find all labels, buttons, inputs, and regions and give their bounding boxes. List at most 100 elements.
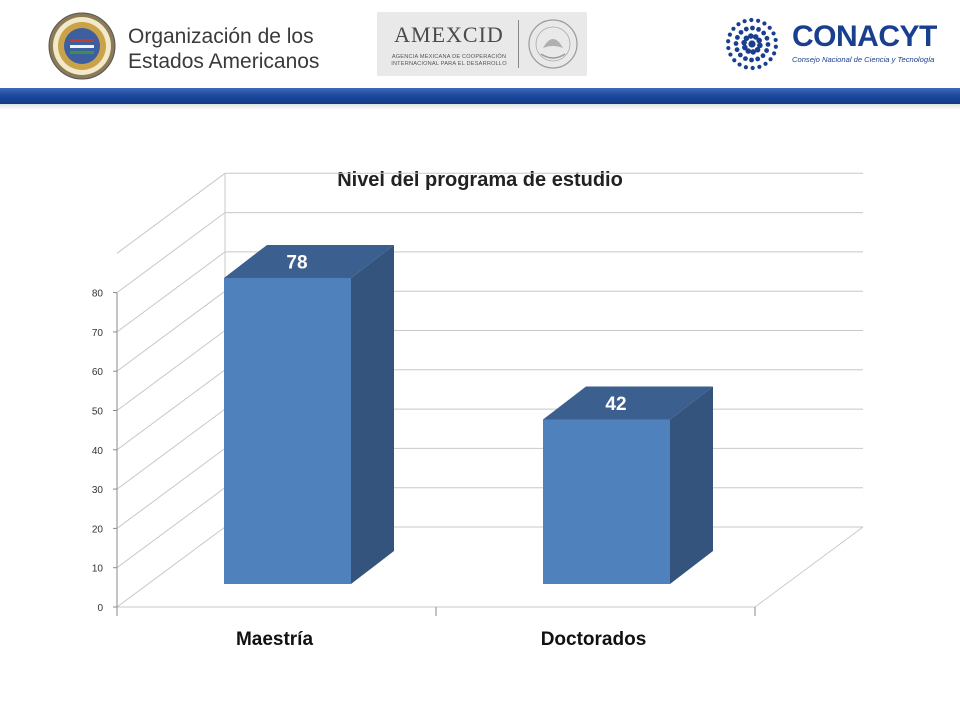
conacyt-dot xyxy=(726,45,731,51)
conacyt-dot xyxy=(771,31,776,36)
oea-logo-text: Organización de los Estados Americanos xyxy=(128,24,319,74)
conacyt-dot xyxy=(735,35,740,40)
conacyt-dot xyxy=(767,25,772,30)
grid-line-diagonal xyxy=(116,172,226,254)
grid-line-diagonal xyxy=(116,369,226,451)
conacyt-dot xyxy=(748,33,754,39)
bar-doctorados: 42 xyxy=(543,386,713,584)
conacyt-dot xyxy=(737,52,743,58)
amexcid-subtitle: AGENCIA MEXICANA DE COOPERACIÓN INTERNAC… xyxy=(381,54,517,68)
conacyt-dot xyxy=(727,32,733,37)
grid-line-diagonal xyxy=(116,212,226,294)
conacyt-dot xyxy=(768,57,773,62)
conacyt-dot xyxy=(736,22,741,27)
grid-line-diagonal xyxy=(116,330,226,411)
grid-line-diagonal xyxy=(116,447,226,529)
mexico-seal-icon xyxy=(528,19,578,69)
conacyt-dot xyxy=(743,35,750,42)
bar-value-label: 78 xyxy=(286,252,307,273)
amexcid-subtitle-line-2: INTERNACIONAL PARA EL DESARROLLO xyxy=(391,61,507,67)
header-band-shadow xyxy=(0,104,960,110)
floor-side-edge xyxy=(754,526,864,608)
x-category-label: Doctorados xyxy=(541,629,647,650)
header-bar: Organización de los Estados Americanos A… xyxy=(0,0,960,88)
x-axis-categories: Maestría Doctorados xyxy=(236,629,646,650)
y-tick-label: 10 xyxy=(92,564,104,575)
conacyt-dot xyxy=(773,44,778,49)
conacyt-dot xyxy=(738,29,744,35)
bar-chart: Nivel del programa de estudio 0 10 20 30 40 5… xyxy=(92,169,864,650)
conacyt-dot xyxy=(765,42,771,47)
conacyt-dot xyxy=(752,34,759,40)
y-tick-label: 80 xyxy=(92,289,104,300)
y-tick-label: 20 xyxy=(92,524,104,535)
y-tick-label: 60 xyxy=(92,367,104,378)
oea-line-1: Organización de los xyxy=(128,25,314,48)
grid-line-diagonal xyxy=(116,487,226,569)
bar-side-face xyxy=(670,386,713,584)
x-category-label: Maestría xyxy=(236,629,314,650)
conacyt-dot xyxy=(726,39,731,44)
y-tick-label: 0 xyxy=(97,603,103,614)
conacyt-dot xyxy=(749,57,754,63)
conacyt-dot xyxy=(756,27,761,32)
amexcid-divider xyxy=(518,20,519,68)
conacyt-dot xyxy=(742,44,748,51)
conacyt-dot xyxy=(756,37,762,44)
conacyt-dot xyxy=(743,26,749,32)
conacyt-name: CONACYT xyxy=(792,20,937,53)
y-tick-label: 70 xyxy=(92,328,104,339)
conacyt-dot xyxy=(762,21,767,26)
conacyt-dot xyxy=(734,47,740,53)
conacyt-dot xyxy=(757,42,763,49)
y-tick-label: 30 xyxy=(92,485,104,496)
header-blue-band xyxy=(0,88,960,104)
conacyt-dot xyxy=(757,64,762,69)
conacyt-dot xyxy=(754,46,761,53)
bar-side-face xyxy=(351,244,394,584)
conacyt-dot xyxy=(732,58,737,63)
conacyt-dots-icon xyxy=(726,17,778,71)
grid-line-diagonal xyxy=(116,251,226,333)
conacyt-dot xyxy=(750,49,756,55)
bar-maestría: 78 xyxy=(224,244,394,584)
conacyt-dot xyxy=(745,48,752,54)
bar-front-face xyxy=(543,419,670,584)
conacyt-dot xyxy=(728,52,733,57)
conacyt-dot xyxy=(764,35,770,41)
conacyt-dot xyxy=(773,37,778,43)
conacyt-dot xyxy=(756,18,761,23)
conacyt-dot xyxy=(733,41,739,46)
conacyt-dot xyxy=(742,19,747,24)
amexcid-subtitle-line-1: AGENCIA MEXICANA DE COOPERACIÓN xyxy=(391,54,507,60)
conacyt-dot xyxy=(741,39,747,46)
grid-line-diagonal xyxy=(116,408,226,490)
conacyt-subtitle: Consejo Nacional de Ciencia y Tecnología xyxy=(792,55,935,64)
oea-seal-icon xyxy=(48,12,116,80)
conacyt-dot xyxy=(749,17,754,23)
conacyt-dot xyxy=(750,65,755,71)
conacyt-dot xyxy=(763,61,768,66)
grid-line-diagonal xyxy=(116,290,226,372)
conacyt-dot xyxy=(761,30,767,36)
conacyt-dot xyxy=(737,62,742,67)
conacyt-dot xyxy=(760,53,766,59)
y-tick-label: 40 xyxy=(92,446,104,457)
conacyt-dot xyxy=(755,56,761,62)
conacyt-dot xyxy=(771,51,777,56)
conacyt-dot xyxy=(731,26,736,31)
conacyt-dot xyxy=(748,40,756,48)
chart-title: Nivel del programa de estudio xyxy=(337,169,623,191)
y-tick-label: 50 xyxy=(92,407,104,418)
conacyt-dot xyxy=(743,56,748,61)
bar-value-label: 42 xyxy=(605,394,626,415)
conacyt-dot xyxy=(764,48,769,53)
y-axis-ticks: 0 10 20 30 40 50 60 70 80 xyxy=(92,289,117,614)
bar-top-face xyxy=(224,244,394,278)
conacyt-dot xyxy=(750,25,755,31)
bar-front-face xyxy=(224,277,351,584)
chart-bars: 78 42 xyxy=(224,244,713,584)
amexcid-name: AMEXCID xyxy=(394,22,504,47)
grid-line-diagonal xyxy=(116,526,226,608)
conacyt-dot xyxy=(743,65,748,70)
